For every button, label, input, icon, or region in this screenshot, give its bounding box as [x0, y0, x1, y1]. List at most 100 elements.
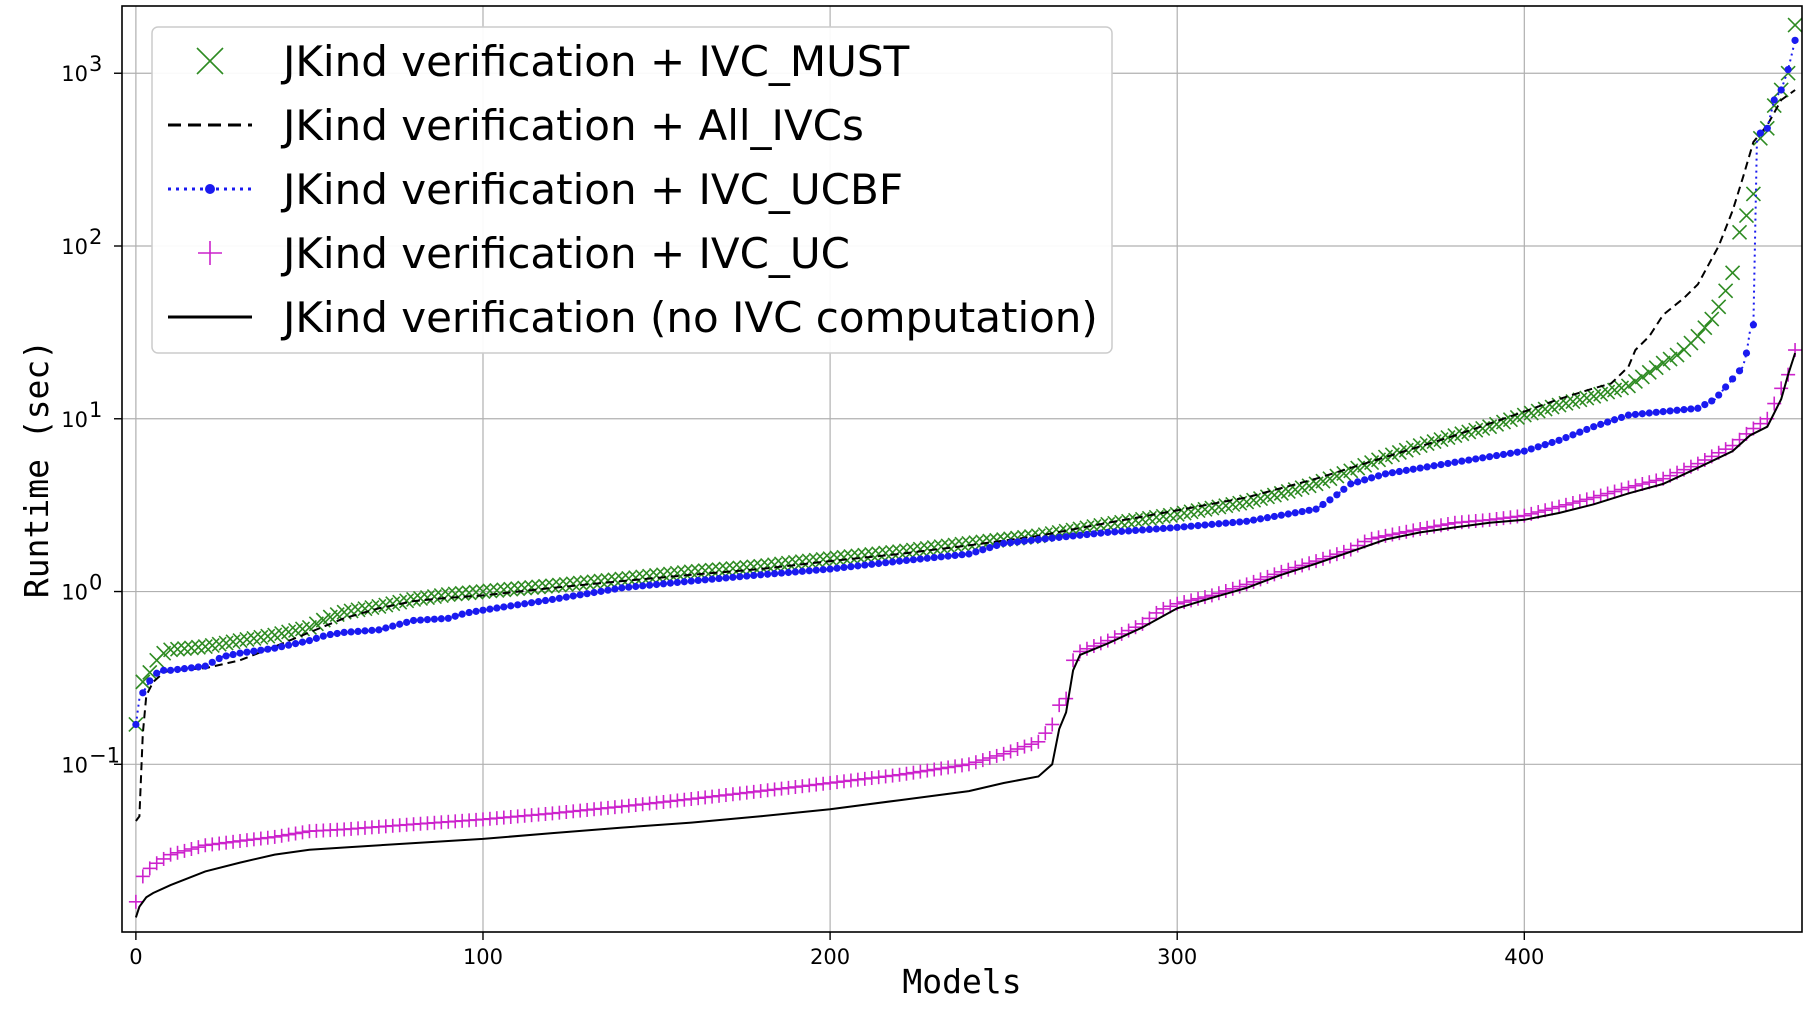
data-point — [569, 592, 577, 600]
data-point — [1722, 383, 1730, 391]
x-marker — [642, 568, 658, 584]
data-point — [160, 666, 168, 674]
data-point — [1687, 405, 1695, 413]
data-point — [243, 648, 251, 656]
x-marker — [551, 577, 567, 593]
x-marker — [905, 542, 921, 558]
x-marker — [204, 637, 220, 653]
x-tick-label: 0 — [129, 945, 142, 969]
x-marker — [919, 540, 935, 556]
data-point — [1076, 531, 1084, 539]
x-marker — [1780, 65, 1796, 81]
data-point — [770, 570, 779, 578]
data-point — [250, 647, 258, 655]
data-point — [458, 610, 466, 618]
data-point — [430, 615, 438, 623]
data-point — [479, 606, 487, 614]
x-marker — [544, 578, 560, 594]
data-point — [1492, 451, 1501, 460]
data-point — [618, 584, 626, 592]
data-point — [403, 618, 411, 626]
x-marker — [1745, 186, 1761, 202]
x-marker — [537, 578, 554, 594]
data-point — [153, 669, 161, 677]
x-marker — [891, 544, 908, 560]
data-point — [1305, 506, 1313, 514]
data-point — [1520, 447, 1528, 455]
data-point — [1319, 500, 1327, 509]
data-point — [993, 541, 1001, 550]
data-point — [826, 565, 834, 573]
x-marker — [253, 629, 269, 645]
x-marker — [1134, 511, 1151, 527]
x-marker — [1662, 351, 1678, 367]
data-point — [1159, 524, 1167, 533]
data-point — [1728, 375, 1737, 383]
data-point — [1416, 464, 1424, 472]
x-marker — [1711, 299, 1727, 315]
data-point — [1624, 411, 1633, 419]
x-marker — [1183, 504, 1199, 520]
data-point — [1715, 391, 1723, 399]
data-point — [229, 650, 237, 659]
data-point — [1534, 443, 1542, 451]
x-marker — [225, 634, 241, 650]
x-marker — [864, 546, 880, 563]
data-point — [465, 608, 473, 617]
data-point — [326, 630, 334, 639]
data-point — [514, 601, 522, 609]
data-point — [1645, 409, 1653, 417]
x-tick-label: 300 — [1157, 945, 1197, 969]
data-point — [694, 576, 702, 585]
data-point — [639, 582, 647, 590]
x-marker — [843, 549, 859, 565]
data-point — [1604, 418, 1612, 426]
x-marker — [635, 569, 651, 585]
x-marker — [1704, 311, 1720, 327]
data-point — [1694, 404, 1702, 412]
x-marker — [815, 551, 831, 567]
data-point — [1284, 510, 1292, 518]
data-point — [1388, 469, 1397, 477]
x-marker — [954, 536, 970, 552]
data-point — [215, 654, 223, 663]
data-point — [1708, 397, 1716, 405]
x-marker — [1620, 378, 1637, 394]
data-point — [1256, 515, 1265, 523]
data-point — [1215, 520, 1223, 528]
x-marker — [662, 566, 678, 582]
x-marker — [697, 563, 713, 579]
data-point — [1048, 534, 1056, 542]
x-marker — [1114, 514, 1130, 530]
x-marker — [1669, 347, 1685, 363]
x-marker — [1121, 513, 1137, 529]
data-point — [979, 546, 987, 554]
legend-label: JKind verification + IVC_UCBF — [280, 165, 903, 214]
x-marker — [669, 565, 685, 581]
data-point — [361, 627, 369, 635]
data-point — [1104, 528, 1112, 536]
data-point — [1756, 129, 1764, 137]
x-marker — [655, 567, 672, 583]
x-marker — [447, 586, 463, 602]
x-marker — [419, 589, 436, 606]
y-tick-label: 10 — [61, 62, 88, 86]
x-marker — [1648, 360, 1664, 376]
data-point — [1770, 96, 1778, 104]
data-point — [333, 629, 341, 638]
x-marker — [350, 602, 366, 618]
legend-entry-2: JKind verification + IVC_UCBF — [168, 165, 903, 214]
data-point — [1486, 453, 1494, 461]
x-marker — [1211, 499, 1227, 515]
x-marker — [1086, 519, 1102, 535]
data-point — [652, 580, 661, 589]
x-marker — [683, 564, 699, 580]
x-marker — [711, 562, 727, 578]
x-marker — [878, 545, 894, 561]
x-marker — [787, 554, 803, 571]
data-point — [944, 552, 952, 560]
x-marker — [496, 582, 512, 598]
x-marker — [232, 633, 248, 649]
data-point — [750, 571, 758, 580]
